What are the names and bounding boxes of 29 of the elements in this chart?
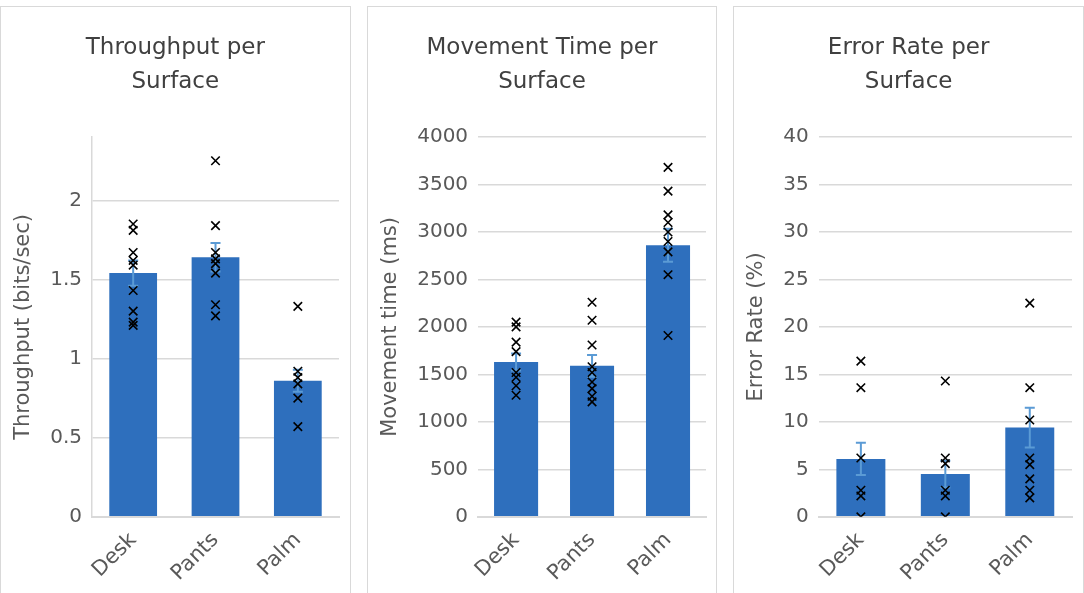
y-tick-label: 2 bbox=[69, 186, 83, 211]
y-tick-label: 10 bbox=[783, 408, 809, 433]
y-axis-title: Movement time (ms) bbox=[376, 217, 401, 437]
y-tick-label: 3000 bbox=[416, 218, 468, 243]
y-tick-label: 0 bbox=[796, 503, 809, 528]
y-tick-label: 5 bbox=[796, 455, 809, 480]
y-tick-label: 2000 bbox=[416, 313, 468, 338]
y-tick-label: 20 bbox=[783, 313, 809, 338]
y-tick-label: 500 bbox=[429, 455, 468, 480]
y-tick-label: 0 bbox=[455, 503, 468, 528]
y-tick-label: 15 bbox=[783, 360, 809, 385]
y-tick-label: 1500 bbox=[416, 360, 468, 385]
y-axis-title: Error Rate (%) bbox=[743, 252, 768, 402]
y-tick-label: 4000 bbox=[416, 123, 468, 148]
chart-title: Movement Time per Surface bbox=[425, 32, 659, 95]
y-tick-label: 1 bbox=[69, 344, 83, 369]
y-tick-label: 0.5 bbox=[50, 423, 83, 448]
chart-title: Error Rate per Surface bbox=[826, 32, 991, 95]
y-tick-label: 3500 bbox=[416, 170, 468, 195]
y-tick-label: 2500 bbox=[416, 265, 468, 290]
y-tick-label: 0 bbox=[69, 503, 83, 528]
y-axis-title: Throughput (bits/sec) bbox=[10, 213, 35, 441]
y-tick-label: 1000 bbox=[416, 408, 468, 433]
y-tick-label: 35 bbox=[783, 170, 809, 195]
y-tick-label: 30 bbox=[783, 218, 809, 243]
y-tick-label: 40 bbox=[783, 123, 809, 148]
y-tick-label: 1.5 bbox=[50, 265, 83, 290]
y-tick-label: 25 bbox=[783, 265, 809, 290]
chart-title: Throughput per Surface bbox=[84, 32, 266, 95]
